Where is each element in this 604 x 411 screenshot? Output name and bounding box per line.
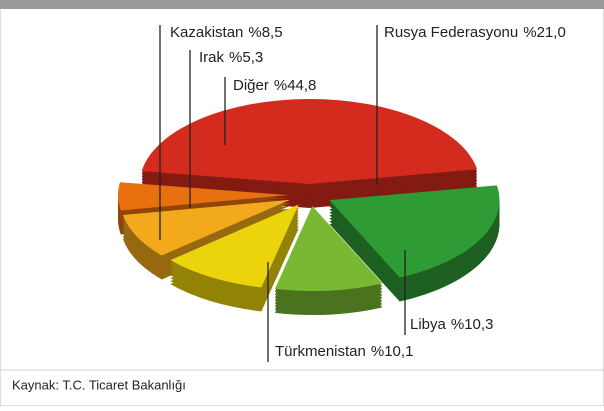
value-label: %44,8 — [274, 77, 317, 94]
slice-label: Kazakistan %8,5 — [170, 24, 283, 41]
slice-label: Diğer %44,8 — [233, 77, 316, 94]
category-label: Irak — [199, 49, 225, 66]
value-label: %10,1 — [371, 343, 414, 360]
category-label: Kazakistan — [170, 24, 243, 41]
category-label: Türkmenistan — [275, 343, 366, 360]
labels: Rusya Federasyonu %21,0 Libya %10,3 Türkmeni… — [159, 24, 566, 362]
slice — [329, 185, 500, 278]
category-label: Libya — [410, 316, 447, 333]
top-bar — [0, 0, 604, 9]
category-label: Diğer — [233, 77, 269, 94]
slice-label: Irak %5,3 — [199, 49, 263, 66]
slice-label: Libya %10,3 — [410, 316, 493, 333]
slice-label: Rusya Federasyonu %21,0 — [384, 24, 566, 41]
value-label: %10,3 — [451, 316, 494, 333]
category-label: Rusya Federasyonu — [384, 24, 518, 41]
slice — [170, 204, 299, 288]
source: Kaynak: T.C. Ticaret Bakanlığı — [12, 377, 186, 392]
slice — [274, 205, 383, 291]
slice — [122, 199, 291, 256]
value-label: %8,5 — [248, 24, 282, 41]
value-label: %5,3 — [229, 49, 263, 66]
slice-label: Türkmenistan %10,1 — [275, 343, 413, 360]
value-label: %21,0 — [523, 24, 566, 41]
